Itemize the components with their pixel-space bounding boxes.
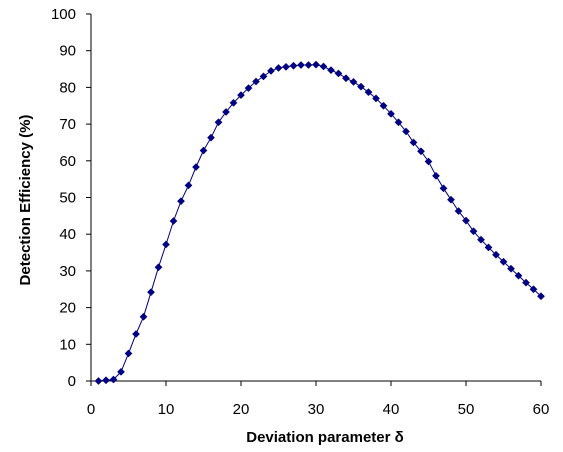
data-point	[522, 278, 530, 287]
x-tick-label: 10	[158, 401, 175, 418]
data-point	[477, 235, 485, 244]
data-point	[372, 94, 380, 103]
x-tick-label: 0	[87, 401, 95, 418]
data-point	[462, 216, 470, 225]
data-point	[514, 271, 523, 280]
y-tick-label: 0	[68, 373, 76, 390]
data-point	[507, 264, 515, 273]
x-axis-title: Deviation parameter δ	[246, 429, 404, 446]
data-point	[124, 349, 133, 358]
data-point	[132, 330, 140, 338]
y-tick-label: 80	[59, 79, 76, 96]
data-point	[94, 377, 103, 385]
x-tick-label: 60	[533, 401, 550, 418]
data-point	[267, 66, 275, 75]
data-point	[529, 285, 538, 294]
data-point	[469, 227, 478, 236]
y-tick-label: 20	[59, 300, 76, 317]
data-point	[109, 375, 118, 384]
data-point	[162, 240, 170, 249]
data-point	[402, 127, 410, 136]
data-point	[439, 184, 448, 193]
data-point	[237, 91, 245, 100]
y-tick-label: 90	[59, 43, 76, 60]
data-point	[244, 84, 253, 93]
data-point	[199, 146, 208, 155]
data-point	[147, 288, 155, 297]
data-point	[169, 217, 178, 225]
data-point	[387, 109, 395, 118]
data-point	[274, 63, 283, 72]
data-point	[289, 61, 298, 70]
data-point	[484, 243, 493, 252]
data-point	[327, 66, 335, 75]
data-point	[184, 181, 193, 190]
data-point	[222, 108, 230, 116]
y-tick-label: 30	[59, 263, 76, 280]
data-point	[229, 98, 238, 107]
data-point	[312, 60, 320, 69]
y-tick-label: 60	[59, 153, 76, 170]
x-tick-label: 20	[233, 401, 250, 418]
x-tick-label: 40	[383, 401, 400, 418]
data-point	[154, 263, 163, 272]
data-point	[102, 376, 110, 385]
data-point	[454, 207, 463, 216]
plot-area: 0 10 20 30 40 50 60 70 80 90 100 0 10 20 30 40 50 60	[51, 6, 549, 418]
x-tick-label: 50	[458, 401, 475, 418]
data-point	[349, 77, 358, 86]
y-tick-label: 70	[59, 116, 76, 133]
data-point	[492, 250, 500, 259]
y-tick-label: 100	[51, 6, 76, 23]
x-tick-label: 30	[308, 401, 325, 418]
data-point	[214, 118, 223, 127]
data-point	[537, 292, 545, 301]
data-point	[357, 82, 365, 91]
data-point	[319, 62, 328, 71]
data-point	[424, 157, 433, 166]
data-point	[117, 367, 125, 376]
data-point	[282, 62, 290, 71]
data-point	[177, 197, 185, 206]
data-point	[447, 195, 455, 204]
data-point	[342, 74, 350, 83]
data-point	[364, 88, 373, 97]
data-point	[207, 133, 215, 142]
data-point	[409, 138, 418, 147]
data-point	[297, 61, 305, 69]
data-point	[259, 72, 268, 81]
y-tick-label: 10	[59, 336, 76, 353]
data-point	[192, 163, 200, 171]
y-tick-label: 50	[59, 190, 76, 207]
series-line	[98, 64, 542, 382]
data-point	[139, 312, 148, 321]
data-point	[304, 61, 313, 69]
y-axis-title: Detection Efficiency (%)	[17, 115, 34, 286]
y-tick-label: 40	[59, 226, 76, 243]
data-point	[499, 257, 508, 266]
data-point	[417, 147, 425, 156]
data-point	[334, 69, 343, 78]
data-point	[394, 118, 403, 127]
data-point	[432, 171, 440, 180]
data-point	[379, 101, 388, 110]
data-point	[252, 77, 260, 86]
